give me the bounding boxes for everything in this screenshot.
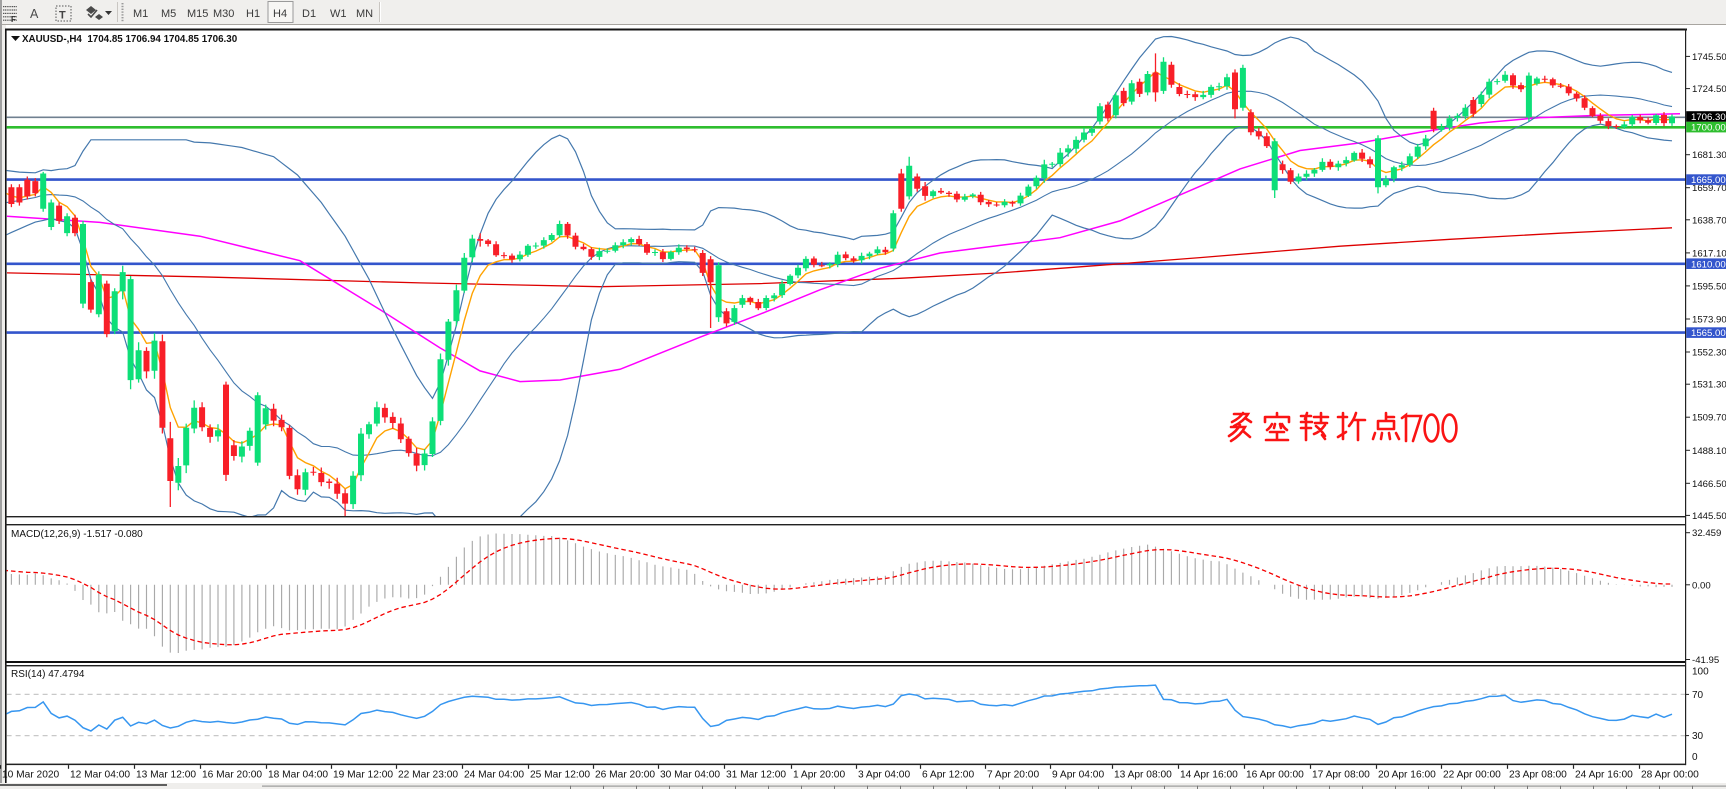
svg-text:H1: H1 [246, 8, 260, 20]
svg-text:10 Mar 2020: 10 Mar 2020 [2, 770, 60, 781]
svg-text:9 Apr 04:00: 9 Apr 04:00 [1052, 770, 1104, 781]
svg-text:1595.50: 1595.50 [1692, 281, 1726, 292]
svg-text:W1: W1 [330, 8, 347, 20]
svg-text:13 Mar 12:00: 13 Mar 12:00 [136, 770, 196, 781]
svg-text:-41.95: -41.95 [1692, 655, 1719, 666]
svg-text:19 Mar 12:00: 19 Mar 12:00 [333, 770, 393, 781]
svg-text:22 Mar 23:00: 22 Mar 23:00 [398, 770, 458, 781]
svg-text:XAUUSD-,H4 1704.85 1706.94 17: XAUUSD-,H4 1704.85 1706.94 1704.85 1706.… [22, 34, 238, 45]
svg-text:3 Apr 04:00: 3 Apr 04:00 [858, 770, 910, 781]
svg-text:1573.90: 1573.90 [1692, 315, 1726, 326]
svg-text:16 Mar 20:00: 16 Mar 20:00 [202, 770, 262, 781]
svg-text:30: 30 [1692, 731, 1704, 742]
svg-text:1466.50: 1466.50 [1692, 479, 1726, 490]
svg-text:1531.30: 1531.30 [1692, 380, 1726, 391]
svg-text:A: A [30, 7, 39, 21]
svg-text:1445.50: 1445.50 [1692, 511, 1726, 522]
svg-text:0.00: 0.00 [1692, 580, 1711, 591]
svg-text:1681.30: 1681.30 [1692, 150, 1726, 161]
svg-text:14 Apr 16:00: 14 Apr 16:00 [1180, 770, 1238, 781]
svg-text:M1: M1 [133, 8, 148, 20]
svg-text:12 Mar 04:00: 12 Mar 04:00 [70, 770, 130, 781]
svg-text:1565.00: 1565.00 [1691, 328, 1726, 339]
svg-text:7 Apr 20:00: 7 Apr 20:00 [987, 770, 1039, 781]
svg-text:22 Apr 00:00: 22 Apr 00:00 [1443, 770, 1501, 781]
svg-text:1706.30: 1706.30 [1691, 112, 1726, 123]
svg-text:M15: M15 [187, 8, 208, 20]
svg-text:1610.00: 1610.00 [1691, 259, 1726, 270]
svg-text:1 Apr 20:00: 1 Apr 20:00 [793, 770, 845, 781]
svg-text:16 Apr 00:00: 16 Apr 00:00 [1246, 770, 1304, 781]
svg-text:1509.70: 1509.70 [1692, 413, 1726, 424]
svg-text:70: 70 [1692, 690, 1704, 701]
svg-text:1638.70: 1638.70 [1692, 215, 1726, 226]
svg-text:100: 100 [1692, 667, 1709, 678]
svg-text:1700.00: 1700.00 [1691, 123, 1726, 134]
svg-text:RSI(14) 47.4794: RSI(14) 47.4794 [11, 669, 85, 680]
svg-text:13 Apr 08:00: 13 Apr 08:00 [1114, 770, 1172, 781]
svg-text:1659.70: 1659.70 [1692, 183, 1726, 194]
svg-text:1488.10: 1488.10 [1692, 446, 1726, 457]
svg-text:24 Mar 04:00: 24 Mar 04:00 [464, 770, 524, 781]
svg-text:1617.10: 1617.10 [1692, 248, 1726, 259]
svg-text:1665.00: 1665.00 [1691, 175, 1726, 186]
svg-text:T: T [59, 10, 66, 22]
svg-text:20 Apr 16:00: 20 Apr 16:00 [1378, 770, 1436, 781]
svg-text:31 Mar 12:00: 31 Mar 12:00 [726, 770, 786, 781]
svg-text:0: 0 [1692, 752, 1698, 763]
svg-text:D1: D1 [302, 8, 316, 20]
svg-text:1745.50: 1745.50 [1692, 52, 1726, 63]
svg-text:F: F [11, 15, 16, 24]
svg-text:M30: M30 [213, 8, 234, 20]
svg-text:1724.50: 1724.50 [1692, 84, 1726, 95]
svg-text:26 Mar 20:00: 26 Mar 20:00 [595, 770, 655, 781]
svg-text:25 Mar 12:00: 25 Mar 12:00 [530, 770, 590, 781]
svg-text:1552.30: 1552.30 [1692, 348, 1726, 359]
svg-text:28 Apr 00:00: 28 Apr 00:00 [1641, 770, 1699, 781]
svg-text:30 Mar 04:00: 30 Mar 04:00 [660, 770, 720, 781]
svg-text:18 Mar 04:00: 18 Mar 04:00 [268, 770, 328, 781]
svg-text:M5: M5 [161, 8, 176, 20]
svg-text:17 Apr 08:00: 17 Apr 08:00 [1312, 770, 1370, 781]
svg-text:32.459: 32.459 [1692, 528, 1721, 539]
svg-text:MN: MN [356, 8, 373, 20]
svg-text:24 Apr 16:00: 24 Apr 16:00 [1575, 770, 1633, 781]
svg-text:MACD(12,26,9) -1.517 -0.080: MACD(12,26,9) -1.517 -0.080 [11, 529, 143, 540]
svg-text:6 Apr 12:00: 6 Apr 12:00 [922, 770, 974, 781]
svg-text:H4: H4 [273, 8, 287, 20]
svg-text:23 Apr 08:00: 23 Apr 08:00 [1509, 770, 1567, 781]
